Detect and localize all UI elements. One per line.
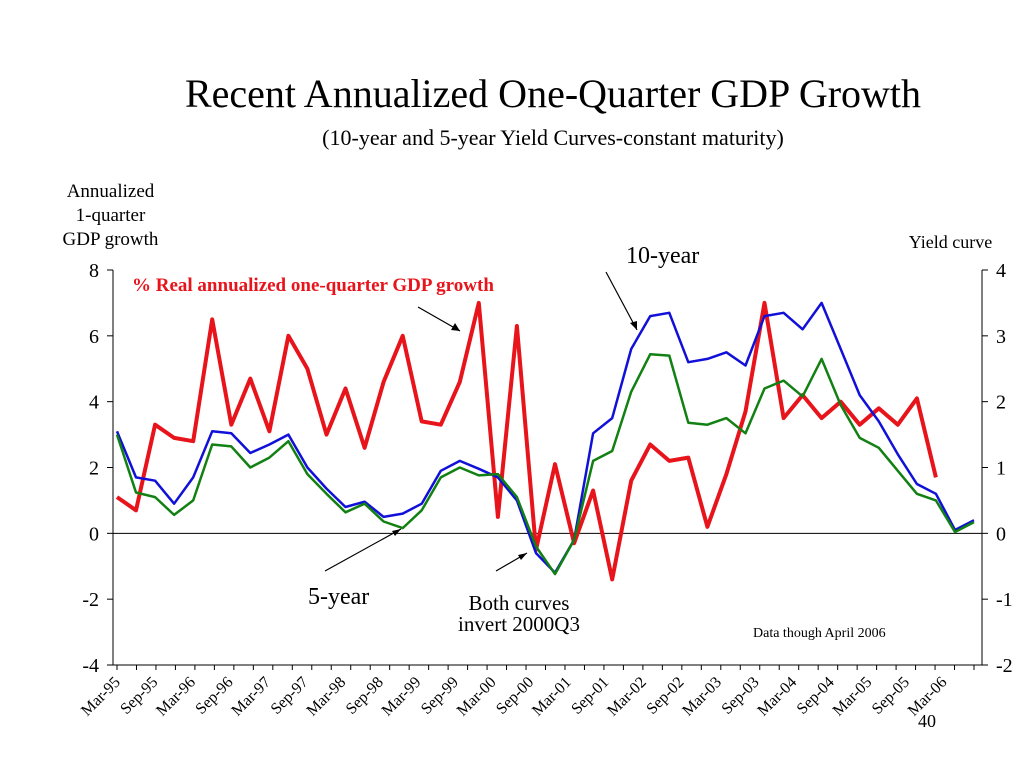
x-tick-label: Mar-05 (830, 674, 876, 720)
data-note: Data though April 2006 (753, 626, 886, 641)
right-tick-label: -1 (996, 589, 1013, 611)
left-axis-label: Annualized 1-quarter GDP growth (38, 180, 183, 252)
x-tick-label: Mar-98 (304, 674, 350, 720)
x-tick-label: Mar-01 (529, 674, 575, 720)
left-tick-label: -4 (82, 655, 99, 677)
x-tick-label: Mar-95 (78, 674, 124, 720)
left-tick-label: 2 (89, 458, 99, 480)
axes: 86420-2-443210-1-2Mar-95Sep-95Mar-96Sep-… (78, 260, 1013, 720)
left-axis-label-line-2: 1-quarter (75, 205, 146, 226)
five-year-arrowhead (392, 529, 401, 536)
left-tick-label: 4 (89, 392, 99, 414)
left-axis-label-line-1: Annualized (66, 181, 155, 202)
x-tick-label: Sep-05 (869, 674, 913, 718)
chart-subtitle: (10-year and 5-year Yield Curves-constan… (322, 125, 784, 150)
left-axis-label-line-3: GDP growth (62, 229, 159, 250)
right-axis-label: Yield curve (908, 232, 993, 252)
x-tick-label: Sep-00 (493, 674, 537, 718)
right-tick-label: 1 (996, 458, 1006, 480)
gdp-series-label: % Real annualized one-quarter GDP growth (132, 275, 494, 296)
left-tick-label: 8 (89, 260, 99, 282)
right-tick-label: -2 (996, 655, 1013, 677)
invert-arrowhead (518, 553, 527, 560)
x-tick-label: Mar-04 (754, 674, 800, 720)
series-layer (115, 300, 975, 582)
x-tick-label: Mar-99 (379, 674, 425, 720)
x-tick-label: Sep-95 (117, 674, 161, 718)
x-tick-label: Sep-97 (268, 674, 312, 718)
five-year-label: 5-year (308, 584, 369, 610)
right-tick-label: 4 (996, 260, 1006, 282)
right-tick-label: 3 (996, 326, 1006, 348)
gdp-label-arrowhead (451, 323, 460, 331)
slide-number: 40 (918, 711, 936, 731)
x-tick-label: Sep-98 (343, 674, 387, 718)
invert-label-line-1: Both curves (469, 591, 570, 615)
left-tick-label: 6 (89, 326, 99, 348)
x-tick-label: Mar-96 (153, 674, 199, 720)
left-tick-label: 0 (89, 523, 99, 545)
ten-year-arrowhead (630, 321, 637, 330)
right-tick-label: 0 (996, 523, 1006, 545)
x-tick-label: Sep-03 (719, 674, 763, 718)
x-tick-label: Sep-01 (568, 674, 612, 718)
x-tick-label: Mar-97 (228, 674, 274, 720)
ten-year-arrow (605, 271, 638, 331)
annotations: % Real annualized one-quarter GDP growth… (132, 243, 936, 731)
x-tick-label: Sep-02 (643, 674, 687, 718)
gdp-growth-line (115, 300, 938, 582)
x-tick-label: Mar-02 (604, 674, 650, 720)
five-year-arrow (324, 528, 402, 572)
chart-title: Recent Annualized One-Quarter GDP Growth (184, 71, 922, 116)
invert-label-line-2: invert 2000Q3 (458, 612, 580, 636)
right-tick-label: 2 (996, 392, 1006, 414)
x-tick-label: Sep-96 (192, 674, 236, 718)
x-tick-label: Mar-03 (679, 674, 725, 720)
left-tick-label: -2 (82, 589, 99, 611)
ten-year-label: 10-year (626, 243, 699, 269)
x-tick-label: Sep-99 (418, 674, 462, 718)
ten-year-curve-line (115, 301, 975, 575)
x-tick-label: Mar-00 (454, 674, 500, 720)
five-year-curve-line (115, 353, 975, 576)
x-tick-label: Sep-04 (794, 674, 838, 718)
